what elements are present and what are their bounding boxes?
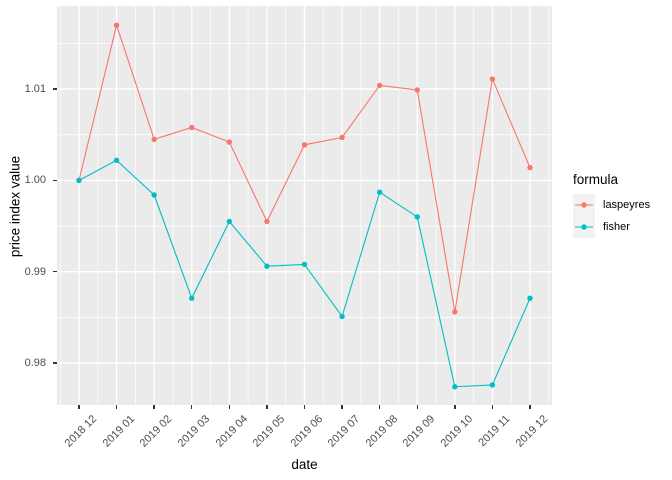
fisher-point (226, 218, 233, 225)
x-tick-mark (266, 405, 268, 409)
laspeyres-point (301, 142, 308, 148)
legend-key-glyph (575, 224, 593, 230)
legend-key-fisher (573, 216, 595, 238)
laspeyres-point (113, 22, 120, 28)
laspeyres-point (527, 164, 533, 171)
legend-key-laspeyres (573, 194, 595, 216)
fisher-point (301, 261, 308, 268)
laspeyres-point (226, 139, 233, 145)
legend-entry-label: laspeyres (603, 199, 651, 211)
legend-title: formula (573, 172, 619, 187)
plot-area (57, 6, 552, 410)
x-tick-mark (191, 405, 193, 409)
x-tick-label: 2019 01 (100, 413, 138, 450)
fisher-point (113, 157, 120, 164)
fisher-point (376, 189, 383, 195)
legend-entry-laspeyres: laspeyres (573, 194, 650, 216)
laspeyres-point (376, 82, 383, 89)
y-tick-label: 1.01 (24, 83, 46, 96)
x-tick-label: 2019 07 (325, 413, 363, 450)
fisher-point (414, 214, 420, 220)
y-tick-label: 1.00 (24, 174, 46, 187)
laspeyres-point (489, 76, 496, 82)
laspeyres-point (414, 87, 420, 93)
x-tick-label: 2019 05 (250, 413, 288, 450)
x-tick-mark (78, 405, 80, 409)
laspeyres-point (151, 136, 157, 143)
x-tick-mark (303, 405, 306, 409)
y-tick-mark (53, 88, 57, 90)
legend-key-glyph (575, 202, 593, 208)
y-tick-label: 0.99 (24, 265, 46, 278)
legend: formula laspeyres fisher (573, 172, 650, 238)
fisher-point (489, 382, 496, 388)
legend-entry-label: fisher (603, 221, 630, 233)
fisher-point (452, 384, 458, 390)
x-tick-label: 2018 12 (62, 413, 100, 450)
fisher-point (189, 295, 195, 301)
fisher-point (264, 263, 270, 269)
y-tick-mark (53, 179, 57, 182)
x-tick-mark (153, 405, 155, 409)
fisher-point (151, 192, 157, 198)
laspeyres-point (452, 309, 458, 315)
x-tick-label: 2019 06 (288, 413, 325, 450)
x-tick-label: 2019 04 (213, 413, 250, 450)
x-tick-mark (115, 405, 118, 409)
y-tick-mark (53, 270, 57, 273)
laspeyres-point (339, 134, 345, 141)
legend-entries: laspeyres fisher (573, 194, 650, 238)
legend-entry-fisher: fisher (573, 216, 650, 238)
x-tick-mark (491, 405, 494, 409)
x-tick-mark (454, 405, 456, 409)
laspeyres-point (264, 218, 270, 225)
x-tick-label: 2019 11 (476, 413, 513, 450)
x-tick-mark (378, 405, 381, 409)
x-tick-label: 2019 12 (513, 413, 551, 450)
x-tick-label: 2019 08 (363, 413, 401, 450)
x-tick-label: 2019 03 (175, 413, 213, 450)
x-tick-label: 2019 10 (438, 413, 476, 450)
x-axis-title: date (291, 457, 318, 472)
x-tick-mark (341, 405, 343, 409)
x-tick-mark (529, 405, 531, 409)
fisher-point (339, 313, 345, 320)
fisher-point (527, 295, 533, 301)
fisher-point (76, 177, 82, 184)
x-tick-mark (228, 405, 231, 409)
y-tick-label: 0.98 (24, 357, 46, 369)
x-tick-label: 2019 09 (401, 413, 438, 450)
x-tick-label: 2019 02 (138, 413, 175, 450)
y-tick-mark (53, 362, 57, 364)
laspeyres-point (189, 124, 195, 131)
plot-panel (57, 6, 552, 410)
x-tick-mark (416, 405, 418, 409)
